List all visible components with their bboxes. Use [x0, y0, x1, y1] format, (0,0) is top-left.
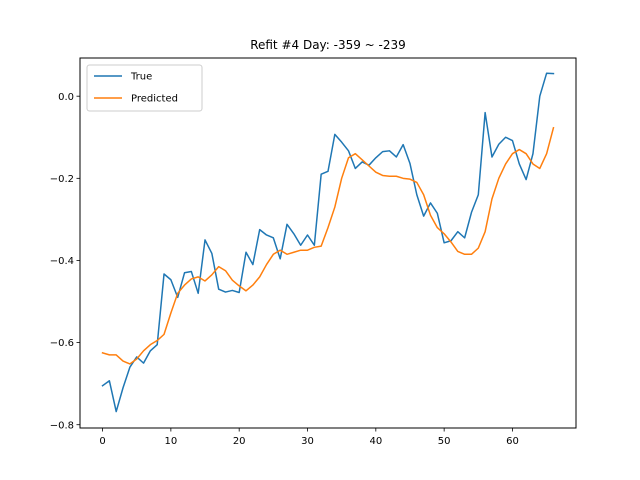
plot-frame — [79, 57, 577, 429]
legend: True Predicted — [86, 64, 203, 112]
x-tick-label: 30 — [301, 436, 314, 447]
legend-label-0: True — [130, 72, 152, 83]
y-tick-label: −0.8 — [50, 420, 74, 431]
y-tick-label: −0.6 — [50, 338, 74, 349]
x-tick-label: 60 — [506, 436, 519, 447]
y-axis: −0.8 −0.6 −0.4 −0.2 0.0 — [50, 92, 80, 431]
series-line-0 — [101, 72, 555, 413]
x-tick-label: 40 — [369, 436, 382, 447]
y-tick-label: −0.4 — [50, 256, 74, 267]
x-tick-label: 10 — [164, 436, 177, 447]
x-tick-label: 20 — [233, 436, 246, 447]
series-layer — [101, 72, 555, 413]
x-tick-label: 50 — [438, 436, 451, 447]
x-tick-label: 0 — [99, 436, 105, 447]
y-tick-label: −0.2 — [50, 174, 74, 185]
series-line-1 — [101, 126, 555, 365]
chart-title: Refit #4 Day: -359 ~ -239 — [250, 38, 406, 52]
y-tick-label: 0.0 — [58, 92, 74, 103]
legend-label-1: Predicted — [131, 94, 178, 105]
x-axis: 0 10 20 30 40 50 60 — [99, 428, 519, 447]
